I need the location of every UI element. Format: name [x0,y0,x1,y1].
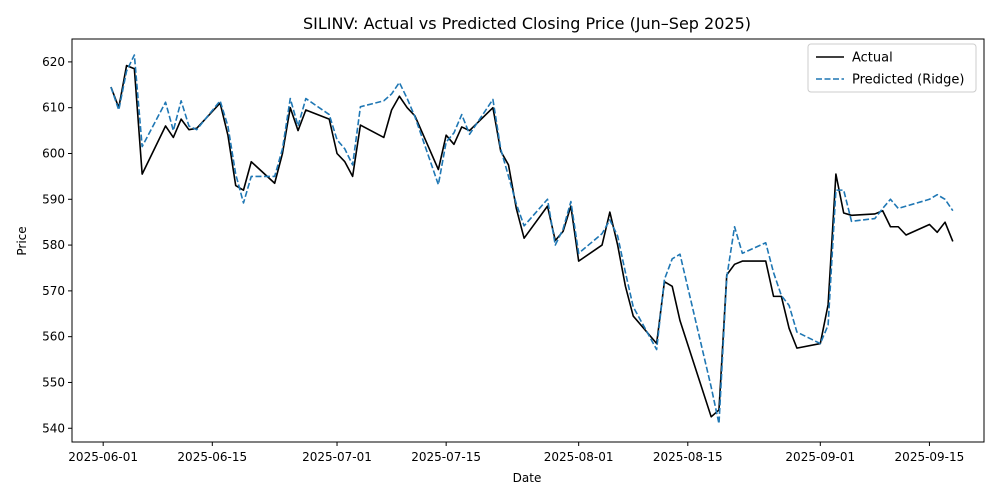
x-axis-label: Date [513,471,542,485]
y-tick-label: 570 [42,284,65,298]
y-tick-label: 610 [42,101,65,115]
y-tick-label: 600 [42,146,65,160]
plot-frame [71,38,985,443]
x-tick-label: 2025-09-15 [895,450,965,464]
legend: Actual Predicted (Ridge) [807,43,977,93]
x-tick-label: 2025-09-01 [785,450,855,464]
y-axis: 540 550 560 570 580 590 600 610 620 [42,55,72,435]
x-tick-label: 2025-06-01 [68,450,138,464]
legend-label: Actual [852,51,893,66]
plot-area [71,38,985,443]
x-tick-label: 2025-07-01 [302,450,372,464]
x-tick-label: 2025-07-15 [411,450,481,464]
series-line-actual [110,64,954,418]
y-tick-label: 550 [42,375,65,389]
chart-title: SILINV: Actual vs Predicted Closing Pric… [303,14,751,33]
legend-box [807,43,977,93]
y-tick-label: 540 [42,421,65,435]
x-tick-label: 2025-08-01 [544,450,614,464]
y-tick-label: 620 [42,55,65,69]
series-line-predicted [110,54,954,425]
legend-label: Predicted (Ridge) [852,73,964,88]
y-tick-label: 590 [42,192,65,206]
y-tick-label: 580 [42,238,65,252]
x-axis: 2025-06-01 2025-06-15 2025-07-01 2025-07-15… [68,442,964,464]
x-tick-label: 2025-06-15 [177,450,247,464]
x-tick-label: 2025-08-15 [653,450,723,464]
y-axis-label: Price [15,226,29,255]
y-tick-label: 560 [42,330,65,344]
